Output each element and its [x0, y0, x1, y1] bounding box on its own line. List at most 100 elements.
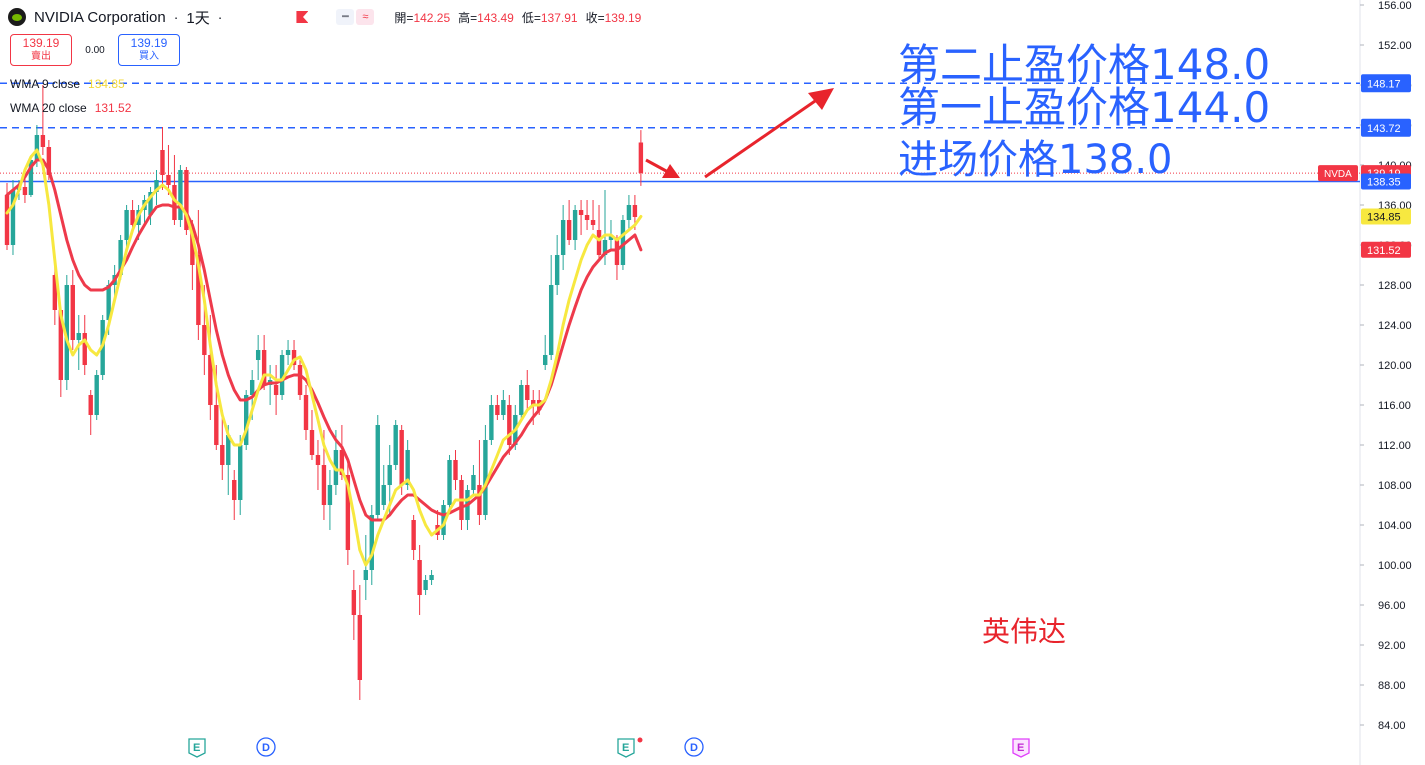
candle-body — [596, 230, 602, 255]
marker-dot — [637, 737, 643, 743]
candle-body — [160, 150, 165, 175]
candle — [178, 165, 183, 227]
candle — [232, 470, 237, 520]
sell-label: 賣出 — [31, 51, 51, 62]
candle — [423, 575, 428, 595]
candle — [429, 570, 434, 585]
candle-body — [190, 230, 195, 265]
candle-body — [76, 333, 81, 340]
arrow-head — [662, 164, 680, 178]
symbol-title[interactable]: NVIDIA Corporation — [34, 8, 166, 26]
arrow-shaft — [645, 158, 669, 174]
ohlc-high: 高=143.49 — [458, 10, 514, 25]
candle-body — [620, 220, 626, 265]
red-arrow-small — [645, 158, 680, 178]
event-marker-e: E — [188, 738, 206, 758]
buy-label: 買入 — [139, 51, 159, 62]
price-label-wma20: 131.52 — [1361, 241, 1411, 258]
candle-body — [548, 285, 554, 355]
compare-toggle[interactable]: ━ ≈ — [336, 9, 375, 25]
marker-circle — [684, 737, 704, 757]
candle-body — [279, 355, 285, 395]
candle-body — [309, 430, 315, 455]
price-label-bg — [1361, 118, 1411, 137]
marker-circle — [256, 737, 276, 757]
spread-value: 0.00 — [85, 44, 105, 56]
y-tick-label: 152.00 — [1378, 40, 1412, 52]
minus-icon[interactable]: ━ — [336, 9, 355, 25]
candle-body — [554, 255, 560, 285]
candle-body — [614, 240, 620, 265]
sell-price: 139.19 — [22, 36, 60, 50]
candle-body — [28, 160, 34, 195]
price-label-hline: 148.17 — [1361, 74, 1411, 93]
separator: · — [217, 9, 223, 25]
candle — [572, 205, 578, 250]
candle — [351, 570, 357, 640]
candle — [525, 370, 530, 410]
interval[interactable]: 1天 — [186, 9, 210, 27]
candle — [309, 410, 315, 460]
candle — [357, 585, 363, 700]
candle — [273, 365, 279, 415]
candle-body — [369, 515, 374, 570]
candle-body — [560, 220, 566, 255]
candle — [297, 360, 303, 400]
wma20-label: WMA 20 close — [10, 101, 87, 115]
candle-body — [525, 385, 530, 400]
price-label-text: 138.35 — [1367, 177, 1401, 189]
legend-wma9[interactable]: WMA 9 close 134.85 — [10, 77, 125, 91]
candle — [196, 210, 201, 340]
candle-body — [572, 210, 578, 240]
candle — [40, 85, 46, 155]
candle — [566, 200, 572, 245]
candle-body — [399, 430, 404, 485]
candle — [345, 460, 351, 565]
arrow-shaft — [704, 97, 819, 179]
y-tick-label: 100.00 — [1378, 560, 1412, 572]
marker-letter: E — [193, 742, 200, 754]
candle — [166, 145, 171, 195]
candle-body — [357, 615, 363, 680]
candle — [417, 545, 422, 615]
candle-body — [375, 425, 380, 515]
wma20-value: 131.52 — [94, 101, 132, 115]
candle-body — [154, 180, 159, 192]
candle-body — [10, 190, 16, 245]
candle-body — [411, 520, 416, 550]
candle — [596, 205, 602, 260]
sell-button[interactable]: 139.19 賣出 — [10, 34, 72, 66]
flag-icon[interactable] — [296, 11, 309, 23]
candle — [483, 425, 488, 520]
candle — [315, 440, 321, 490]
candle-body — [178, 170, 183, 220]
candle-body — [22, 187, 28, 195]
price-label-wma9: 134.85 — [1361, 208, 1411, 225]
candle-body — [531, 400, 536, 405]
price-label-text: 143.72 — [1367, 123, 1401, 135]
price-label-bg — [1361, 173, 1411, 190]
candle-body — [166, 175, 171, 185]
legend-wma20[interactable]: WMA 20 close 131.52 — [10, 101, 131, 115]
ohlc-low: 低=137.91 — [521, 10, 578, 25]
buy-button[interactable]: 139.19 買入 — [118, 34, 180, 66]
candle-body — [220, 445, 225, 465]
candle-body — [297, 365, 303, 395]
price-label-text: 134.85 — [1367, 212, 1401, 224]
candle — [590, 200, 596, 230]
price-label-bg — [1361, 208, 1411, 225]
candle — [638, 130, 644, 186]
candle — [154, 170, 159, 205]
y-tick-label: 156.00 — [1378, 0, 1412, 12]
candle-body — [208, 355, 213, 405]
candle — [393, 420, 398, 470]
marker-shape — [188, 738, 206, 758]
wave-icon[interactable]: ≈ — [356, 9, 375, 25]
candle-body — [638, 142, 644, 174]
y-tick-label: 124.00 — [1378, 320, 1412, 332]
candle — [554, 235, 560, 295]
candle-body — [40, 135, 46, 147]
candle — [130, 200, 135, 230]
